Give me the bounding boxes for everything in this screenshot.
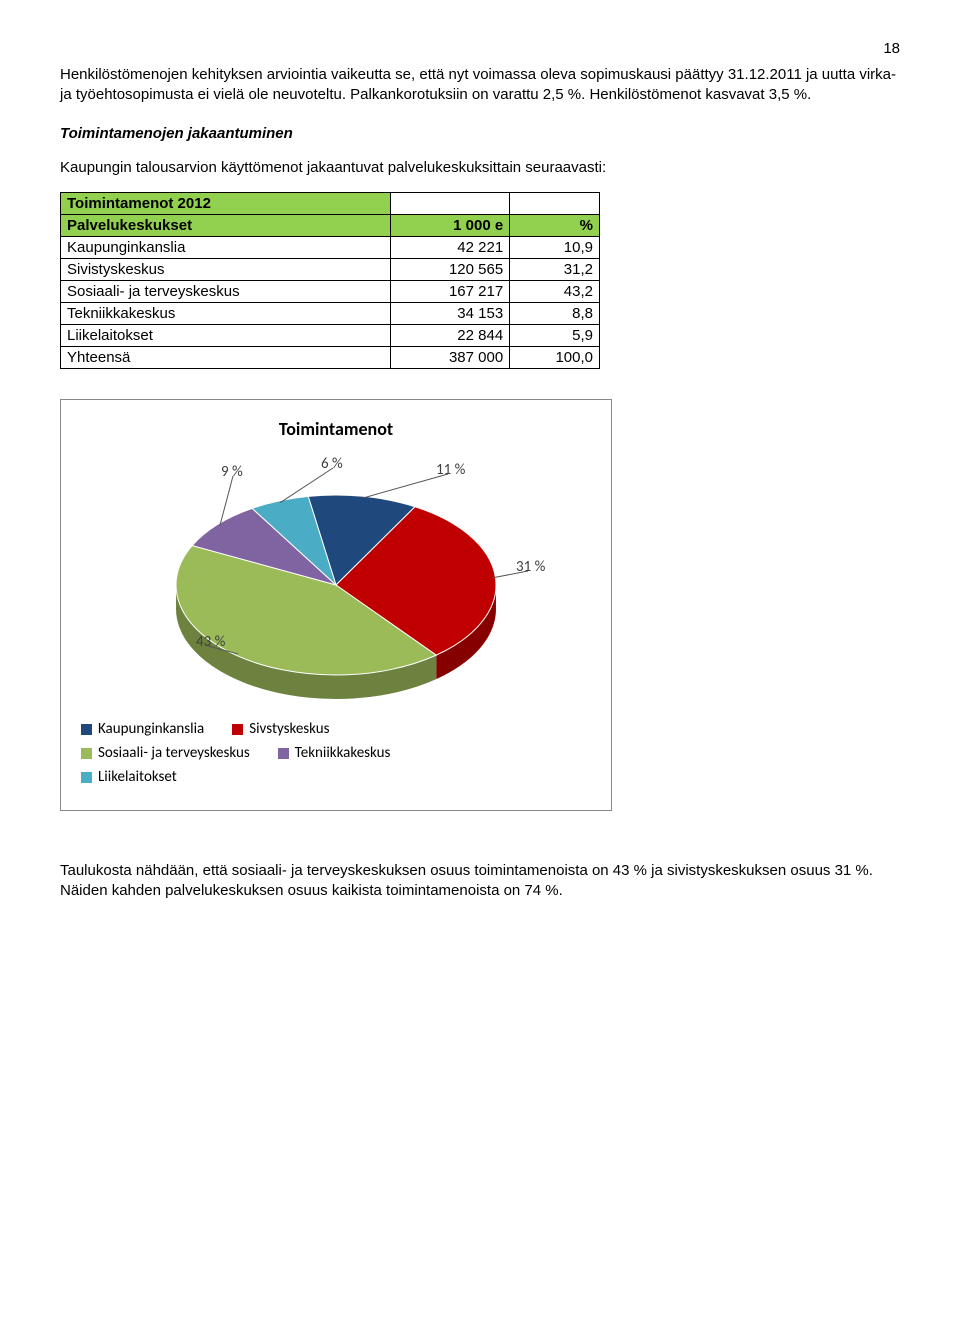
table-cell-pct: 10,9 [510, 237, 600, 259]
table-cell-label: Kaupunginkanslia [61, 237, 391, 259]
table-cell-pct: 31,2 [510, 259, 600, 281]
paragraph-2: Kaupungin talousarvion käyttömenot jakaa… [60, 158, 900, 178]
page-number: 18 [60, 40, 900, 57]
legend-item: Sivstyskeskus [232, 720, 329, 738]
toimintamenot-table: Toimintamenot 2012 Palvelukeskukset 1 00… [60, 192, 600, 369]
svg-text:31 %: 31 % [516, 558, 546, 576]
table-cell-value: 34 153 [390, 303, 509, 325]
table-cell-label: Sosiaali- ja terveyskeskus [61, 281, 391, 303]
table-col-2-hdr: 1 000 e [390, 215, 509, 237]
legend-item: Liikelaitokset [81, 768, 177, 786]
legend-swatch [81, 748, 92, 759]
svg-text:6 %: 6 % [321, 455, 343, 473]
svg-text:43 %: 43 % [196, 633, 226, 651]
chart-legend: Kaupunginkanslia Sivstyskeskus Sosiaali- j… [81, 720, 591, 786]
paragraph-3: Taulukosta nähdään, että sosiaali- ja te… [60, 861, 900, 902]
table-blank-2 [510, 193, 600, 215]
table-cell-value: 22 844 [390, 325, 509, 347]
legend-item: Kaupunginkanslia [81, 720, 204, 738]
table-cell-pct: 8,8 [510, 303, 600, 325]
legend-label: Liikelaitokset [98, 768, 177, 786]
table-col-3-hdr: % [510, 215, 600, 237]
table-cell-value: 120 565 [390, 259, 509, 281]
table-cell-value: 387 000 [390, 347, 509, 369]
legend-label: Kaupunginkanslia [98, 720, 204, 738]
subheading-toimintamenojen: Toimintamenojen jakaantuminen [60, 124, 900, 144]
chart-title: Toimintamenot [81, 418, 591, 440]
table-title: Toimintamenot 2012 [61, 193, 391, 215]
table-cell-label: Sivistyskeskus [61, 259, 391, 281]
legend-swatch [232, 724, 243, 735]
table-cell-label: Liikelaitokset [61, 325, 391, 347]
paragraph-1: Henkilöstömenojen kehityksen arviointia … [60, 65, 900, 106]
table-cell-pct: 100,0 [510, 347, 600, 369]
table-cell-value: 42 221 [390, 237, 509, 259]
table-row: Liikelaitokset22 8445,9 [61, 325, 600, 347]
legend-item: Tekniikkakeskus [278, 744, 391, 762]
table-row: Sosiaali- ja terveyskeskus167 21743,2 [61, 281, 600, 303]
pie-chart-container: Toimintamenot 11 % 31 % 43 % 9 % 6 % Kaupung… [60, 399, 612, 811]
legend-swatch [81, 724, 92, 735]
svg-text:9 %: 9 % [221, 463, 243, 481]
legend-swatch [278, 748, 289, 759]
table-cell-pct: 43,2 [510, 281, 600, 303]
legend-label: Sivstyskeskus [249, 720, 329, 738]
legend-swatch [81, 772, 92, 783]
table-blank-1 [390, 193, 509, 215]
legend-label: Tekniikkakeskus [295, 744, 391, 762]
table-cell-pct: 5,9 [510, 325, 600, 347]
table-row: Yhteensä387 000100,0 [61, 347, 600, 369]
table-cell-value: 167 217 [390, 281, 509, 303]
table-row: Kaupunginkanslia42 22110,9 [61, 237, 600, 259]
table-row: Sivistyskeskus120 56531,2 [61, 259, 600, 281]
svg-text:11 %: 11 % [436, 461, 466, 479]
table-col-1-hdr: Palvelukeskukset [61, 215, 391, 237]
table-row: Tekniikkakeskus34 1538,8 [61, 303, 600, 325]
legend-item: Sosiaali- ja terveyskeskus [81, 744, 250, 762]
table-cell-label: Tekniikkakeskus [61, 303, 391, 325]
pie-chart: 11 % 31 % 43 % 9 % 6 % [101, 450, 571, 710]
legend-label: Sosiaali- ja terveyskeskus [98, 744, 250, 762]
table-cell-label: Yhteensä [61, 347, 391, 369]
